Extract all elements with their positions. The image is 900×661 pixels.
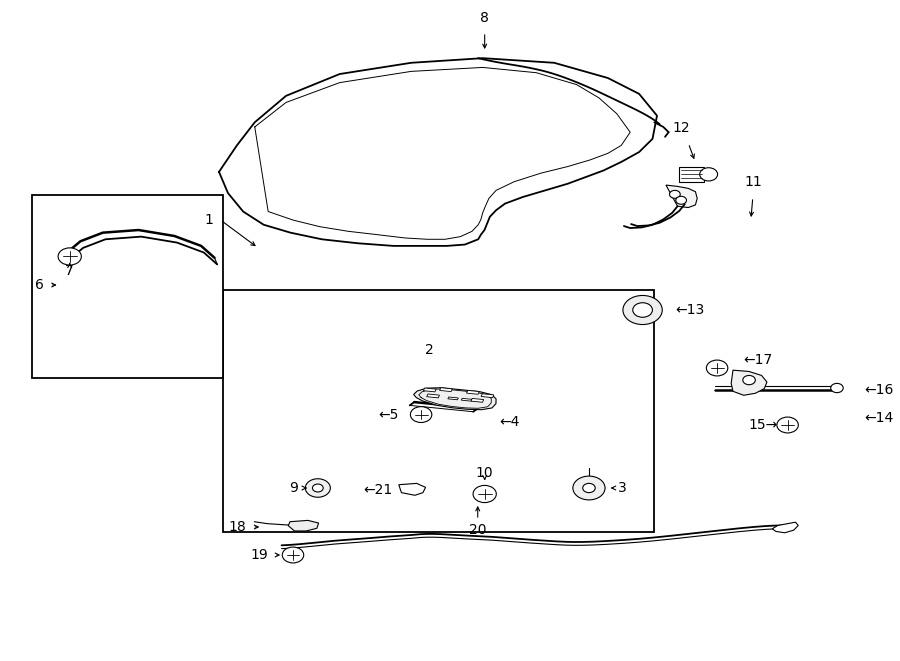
Circle shape [676, 196, 687, 204]
Circle shape [473, 485, 496, 502]
Circle shape [582, 483, 595, 492]
Text: 12: 12 [672, 121, 690, 135]
Text: ←17: ←17 [742, 353, 772, 367]
Text: ←21: ←21 [363, 483, 392, 497]
Text: ←14: ←14 [864, 411, 894, 425]
Text: 18: 18 [229, 520, 247, 534]
Text: 15→: 15→ [749, 418, 778, 432]
Polygon shape [482, 394, 494, 398]
Circle shape [573, 476, 605, 500]
Text: ←5: ←5 [378, 408, 399, 422]
Circle shape [706, 360, 728, 376]
Circle shape [283, 547, 303, 563]
Circle shape [742, 375, 755, 385]
Text: 7: 7 [66, 264, 74, 278]
Circle shape [831, 383, 843, 393]
Circle shape [633, 303, 652, 317]
Text: 6: 6 [35, 278, 44, 292]
Text: 2: 2 [425, 343, 434, 357]
Circle shape [312, 484, 323, 492]
Polygon shape [448, 397, 458, 400]
Text: 10: 10 [476, 466, 493, 480]
Polygon shape [772, 522, 798, 533]
Circle shape [58, 248, 81, 265]
Polygon shape [427, 394, 439, 398]
Polygon shape [414, 388, 496, 410]
Text: 19: 19 [250, 548, 268, 562]
Polygon shape [466, 391, 480, 394]
Text: 9: 9 [289, 481, 298, 495]
Circle shape [777, 417, 798, 433]
Text: 3: 3 [617, 481, 626, 495]
Polygon shape [439, 388, 453, 391]
Polygon shape [399, 483, 426, 495]
Text: ←4: ←4 [500, 415, 520, 429]
Text: ←16: ←16 [864, 383, 894, 397]
Bar [32, 195, 223, 378]
Text: 11: 11 [744, 175, 761, 189]
Polygon shape [423, 388, 436, 392]
Circle shape [410, 407, 432, 422]
Text: 1: 1 [204, 213, 213, 227]
Circle shape [623, 295, 662, 325]
Bar [223, 290, 653, 532]
Polygon shape [288, 520, 319, 531]
Polygon shape [731, 370, 767, 395]
Circle shape [670, 190, 680, 198]
Text: 20: 20 [469, 523, 487, 537]
Polygon shape [462, 399, 472, 401]
Circle shape [305, 479, 330, 497]
Text: 8: 8 [481, 11, 489, 25]
Polygon shape [666, 185, 698, 208]
Polygon shape [471, 399, 483, 403]
Circle shape [699, 168, 717, 181]
Text: ←13: ←13 [675, 303, 705, 317]
Bar [680, 167, 704, 182]
